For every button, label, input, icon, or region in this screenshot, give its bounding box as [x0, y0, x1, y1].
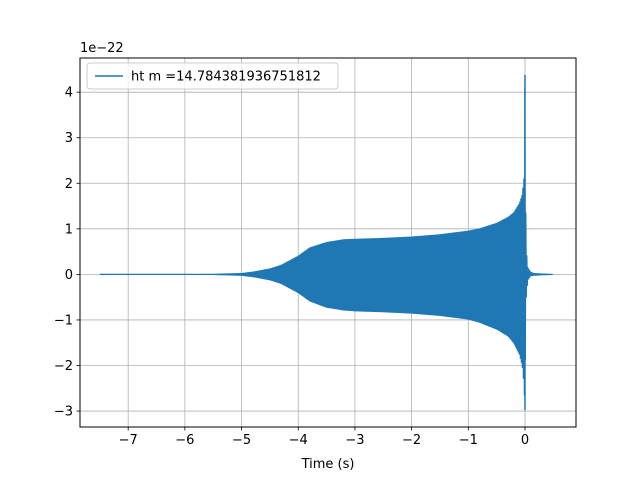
x-tick-label: −7 [119, 433, 138, 448]
x-tick-label: −1 [459, 433, 478, 448]
legend-label: ht m =14.784381936751812 [131, 70, 321, 85]
x-tick-label: −2 [402, 433, 421, 448]
y-tick-label: 0 [65, 268, 73, 283]
y-tick-label: 4 [65, 86, 73, 101]
x-tick-label: −5 [232, 433, 251, 448]
y-tick-label: −1 [54, 313, 73, 328]
y-tick-label: 1 [65, 222, 73, 237]
y-offset-label: 1e−22 [80, 41, 124, 56]
legend-box [86, 62, 339, 90]
series-line [99, 87, 553, 396]
x-axis: −7 −6 −5 −4 −3 −2 −1 0 [119, 427, 529, 448]
legend: ht m =14.784381936751812 [86, 62, 339, 90]
y-tick-label: −3 [54, 405, 73, 420]
y-tick-label: 2 [65, 177, 73, 192]
x-axis-label: Time (s) [301, 457, 355, 472]
y-tick-label: −2 [54, 359, 73, 374]
x-tick-label: −6 [175, 433, 194, 448]
plot-frame [79, 57, 577, 428]
y-tick-label: 3 [65, 131, 73, 146]
series-ht [99, 74, 553, 411]
x-tick-label: −4 [289, 433, 308, 448]
y-axis: −3 −2 −1 0 1 2 3 4 [54, 86, 80, 420]
x-tick-label: −3 [345, 433, 364, 448]
x-tick-label: 0 [521, 433, 529, 448]
